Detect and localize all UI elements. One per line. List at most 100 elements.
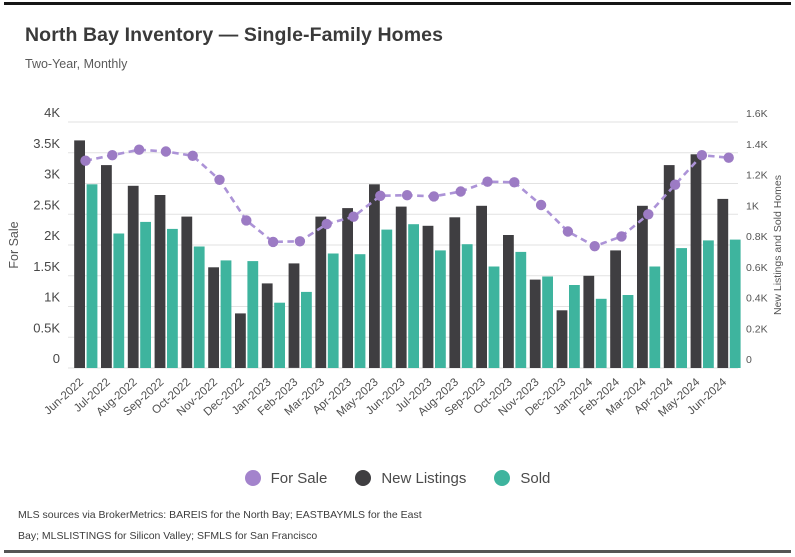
for-sale-data-point [723, 152, 734, 163]
new-listings-bar [529, 279, 541, 368]
right-axis-title: New Listings and Sold Homes [772, 175, 784, 315]
source-note-line1: MLS sources via BrokerMetrics: BAREIS fo… [18, 509, 422, 521]
sold-bar [113, 233, 125, 368]
new-listings-bar [449, 217, 461, 368]
for-sale-data-point [401, 190, 413, 201]
left-tick-label: 0.5K [33, 320, 60, 335]
for-sale-data-point [535, 199, 547, 211]
new-listings-bar [288, 263, 300, 368]
for-sale-data-point [696, 150, 708, 161]
new-listings-bar [127, 185, 139, 368]
sold-bar [220, 260, 232, 368]
sold-bar [408, 224, 419, 368]
page-title: North Bay Inventory — Single-Family Home… [25, 24, 444, 46]
legend-label: For Sale [270, 469, 328, 487]
left-axis-title: For Sale [7, 221, 21, 268]
bars-sold [86, 184, 741, 368]
sold-bar [167, 228, 178, 368]
for-sale-line [80, 144, 734, 252]
left-tick-label: 1K [44, 290, 60, 305]
for-sale-data-point [241, 215, 252, 226]
page-subtitle: Two-Year, Monthly [25, 57, 128, 71]
sold-bar [515, 251, 527, 368]
sold-bar [649, 266, 661, 368]
sold-bar [140, 221, 151, 368]
for-sale-data-point [669, 179, 681, 190]
left-tick-label: 1.5K [33, 259, 60, 274]
right-tick-label: 0.6K [746, 262, 768, 274]
for-sale-data-point [482, 176, 493, 187]
source-note: MLS sources via BrokerMetrics: BAREIS fo… [18, 505, 422, 547]
for-sale-data-point [616, 231, 627, 242]
new-listings-bar [74, 140, 85, 368]
new-listings-bar [583, 275, 595, 369]
legend-marker-icon [355, 470, 372, 486]
legend-label: New Listings [381, 469, 467, 487]
for-sale-data-point [589, 241, 600, 252]
new-listings-bar [717, 198, 729, 368]
for-sale-data-point [321, 218, 332, 230]
new-listings-bar [101, 165, 112, 368]
sold-bar [676, 248, 687, 368]
new-listings-bar [369, 184, 380, 368]
left-tick-label: 4K [44, 105, 60, 120]
for-sale-data-point [643, 209, 654, 220]
for-sale-data-point [375, 190, 386, 201]
sold-bar [622, 295, 634, 368]
top-rule [4, 2, 791, 5]
for-sale-data-point [294, 236, 306, 247]
for-sale-data-point [107, 150, 118, 161]
sold-bar [435, 250, 446, 368]
left-axis-ticks: 0 0.5K 1K 1.5K 2K 2.5K 3K 3.5K 4K [33, 105, 60, 366]
sold-bar [461, 244, 473, 368]
right-tick-label: 1.6K [746, 108, 768, 120]
for-sale-data-point [267, 236, 279, 248]
sold-bar [703, 240, 714, 368]
for-sale-data-point [562, 226, 574, 237]
for-sale-data-point [160, 146, 172, 157]
new-listings-bar [342, 208, 353, 368]
legend-marker-icon [494, 470, 511, 486]
new-listings-bar [476, 205, 487, 368]
for-sale-data-point [455, 186, 466, 197]
new-listings-bar [663, 165, 675, 368]
left-tick-label: 3K [44, 167, 60, 182]
sold-bar [488, 266, 500, 368]
right-tick-label: 1.2K [746, 170, 768, 182]
new-listings-bar [503, 235, 514, 368]
sold-bar [729, 239, 741, 368]
right-tick-label: 1.4K [746, 139, 768, 151]
legend-item-for-sale: For Sale [244, 469, 328, 487]
new-listings-bar [395, 206, 407, 368]
for-sale-data-point [214, 174, 225, 185]
legend-label: Sold [520, 469, 551, 487]
new-listings-bar [315, 216, 327, 368]
sold-bar [381, 229, 393, 368]
right-axis-ticks: 0 0.2K 0.4K 0.6K 0.8K 1K 1.2K 1.4K 1.6K [746, 108, 768, 366]
for-sale-data-point [348, 211, 359, 222]
for-sale-data-point [428, 191, 440, 202]
right-tick-label: 0.8K [746, 231, 768, 243]
sold-bar [193, 246, 205, 368]
for-sale-data-point [80, 155, 91, 166]
new-listings-bar [610, 250, 621, 368]
new-listings-bar [235, 313, 246, 368]
right-tick-label: 0.4K [746, 293, 768, 305]
x-axis-labels: Jun-2022Jul-2022Aug-2022Sep-2022Oct-2022… [42, 376, 729, 420]
legend-marker-icon [244, 470, 261, 486]
sold-bar [354, 254, 366, 368]
sold-bar [274, 302, 285, 368]
chart-legend: For Sale New Listings Sold [0, 462, 795, 494]
new-listings-bar [154, 195, 166, 368]
left-tick-label: 0 [53, 351, 60, 366]
inventory-chart: 0 0.5K 1K 1.5K 2K 2.5K 3K 3.5K 4K 0 0.2K 0.4K 0.6K 0.… [7, 105, 784, 420]
legend-item-sold: Sold [494, 470, 550, 487]
for-sale-data-point [187, 150, 198, 161]
new-listings-bar [637, 205, 648, 368]
right-tick-label: 1K [746, 200, 759, 212]
right-tick-label: 0 [746, 354, 752, 366]
new-listings-bar [556, 310, 568, 368]
sold-bar [247, 261, 259, 368]
bars-new-listings [74, 140, 729, 369]
